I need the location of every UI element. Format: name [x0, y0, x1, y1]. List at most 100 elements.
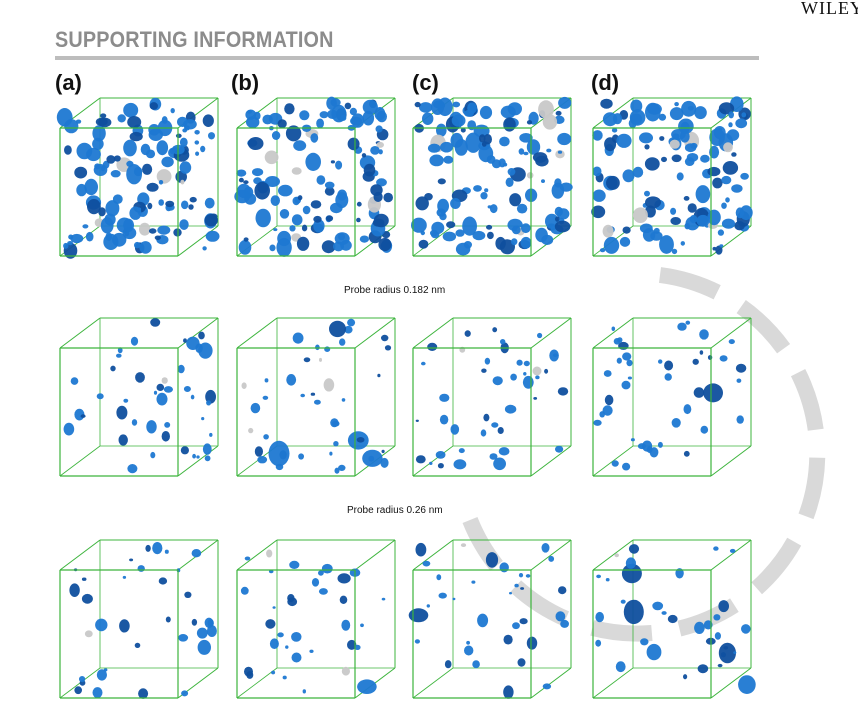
void-blob — [554, 220, 571, 233]
void-blob — [658, 113, 667, 121]
void-blob — [419, 102, 433, 113]
void-blob — [532, 152, 548, 163]
void-blob — [596, 574, 601, 579]
void-blob — [472, 230, 486, 241]
void-blob — [593, 419, 602, 426]
void-blob — [600, 98, 613, 109]
void-blob — [247, 137, 264, 150]
void-blob — [68, 234, 74, 240]
void-blob — [95, 618, 108, 632]
void-blob — [375, 125, 383, 133]
void-blob — [415, 419, 419, 422]
cube-edge — [412, 539, 454, 571]
void-blob — [438, 592, 447, 599]
void-blob — [146, 182, 159, 192]
void-blob — [81, 593, 93, 604]
void-blob — [503, 685, 514, 699]
void-blob — [135, 372, 145, 383]
void-blob — [329, 451, 333, 456]
void-blob — [234, 189, 250, 204]
void-blob — [422, 112, 434, 125]
void-blob — [520, 587, 525, 590]
void-blob — [118, 434, 128, 446]
void-blob — [179, 137, 188, 148]
void-blob — [526, 172, 534, 179]
void-blob — [491, 422, 499, 428]
cube-edge — [710, 317, 752, 349]
void-blob — [692, 358, 699, 365]
void-blob — [254, 181, 270, 200]
void-blob — [714, 632, 722, 640]
void-blob — [181, 690, 189, 697]
void-blob — [644, 144, 650, 150]
void-blob — [439, 414, 449, 425]
void-blob — [525, 574, 531, 578]
void-blob — [257, 456, 268, 464]
void-blob — [163, 386, 173, 393]
void-blob — [644, 157, 660, 171]
void-blob — [311, 578, 320, 587]
void-blob — [646, 446, 653, 454]
void-blob — [736, 378, 742, 383]
void-blob — [291, 652, 302, 663]
cube-edge — [710, 667, 752, 699]
void-blob — [630, 99, 643, 113]
panel-label-d: (d) — [591, 70, 620, 95]
void-blob — [195, 151, 200, 156]
void-blob — [207, 619, 214, 628]
void-blob — [318, 570, 324, 576]
void-blob — [676, 172, 684, 181]
cube-edge — [592, 667, 634, 699]
void-blob — [302, 689, 306, 694]
void-blob — [265, 176, 280, 187]
void-blob — [161, 377, 168, 384]
void-blob — [722, 161, 739, 175]
void-blob — [278, 184, 293, 197]
void-blob — [139, 222, 151, 236]
void-blob — [360, 623, 364, 628]
void-blob — [124, 230, 130, 237]
publisher-logo: WILEY — [801, 0, 858, 18]
void-blob — [671, 154, 682, 163]
void-blob — [289, 560, 300, 570]
void-blob — [687, 203, 697, 213]
void-blob — [86, 147, 101, 162]
void-blob — [555, 150, 565, 159]
void-blob — [523, 360, 530, 367]
void-blob — [717, 229, 725, 236]
void-blob — [700, 154, 710, 163]
cube-row2-col3 — [412, 317, 572, 477]
void-blob — [555, 216, 560, 222]
void-blob — [378, 237, 392, 252]
cube-edge — [710, 539, 752, 571]
void-blob — [622, 352, 632, 361]
caption-probe-26: Probe radius 0.26 nm — [347, 505, 443, 516]
void-blob — [526, 139, 541, 155]
void-blob — [292, 332, 304, 344]
void-blob — [254, 446, 263, 457]
void-blob — [464, 645, 474, 656]
void-blob — [678, 118, 694, 134]
void-blob — [181, 200, 189, 210]
void-blob — [541, 543, 550, 553]
void-blob — [310, 133, 319, 143]
void-blob — [740, 172, 749, 180]
cube-edge — [412, 667, 454, 699]
section-title: SUPPORTING INFORMATION — [55, 27, 334, 52]
void-blob — [523, 151, 529, 156]
void-blob — [512, 622, 520, 630]
void-blob — [268, 440, 290, 467]
void-blob — [100, 217, 114, 234]
void-blob — [80, 414, 86, 418]
void-blob — [487, 231, 494, 240]
void-blob — [555, 110, 562, 116]
void-blob — [329, 320, 346, 338]
void-blob — [324, 186, 335, 196]
void-blob — [694, 106, 707, 120]
void-blob — [300, 393, 306, 398]
void-blob — [521, 223, 531, 234]
void-blob — [595, 639, 602, 647]
void-blob — [611, 128, 618, 133]
void-blob — [731, 184, 743, 193]
void-blob — [611, 326, 616, 332]
